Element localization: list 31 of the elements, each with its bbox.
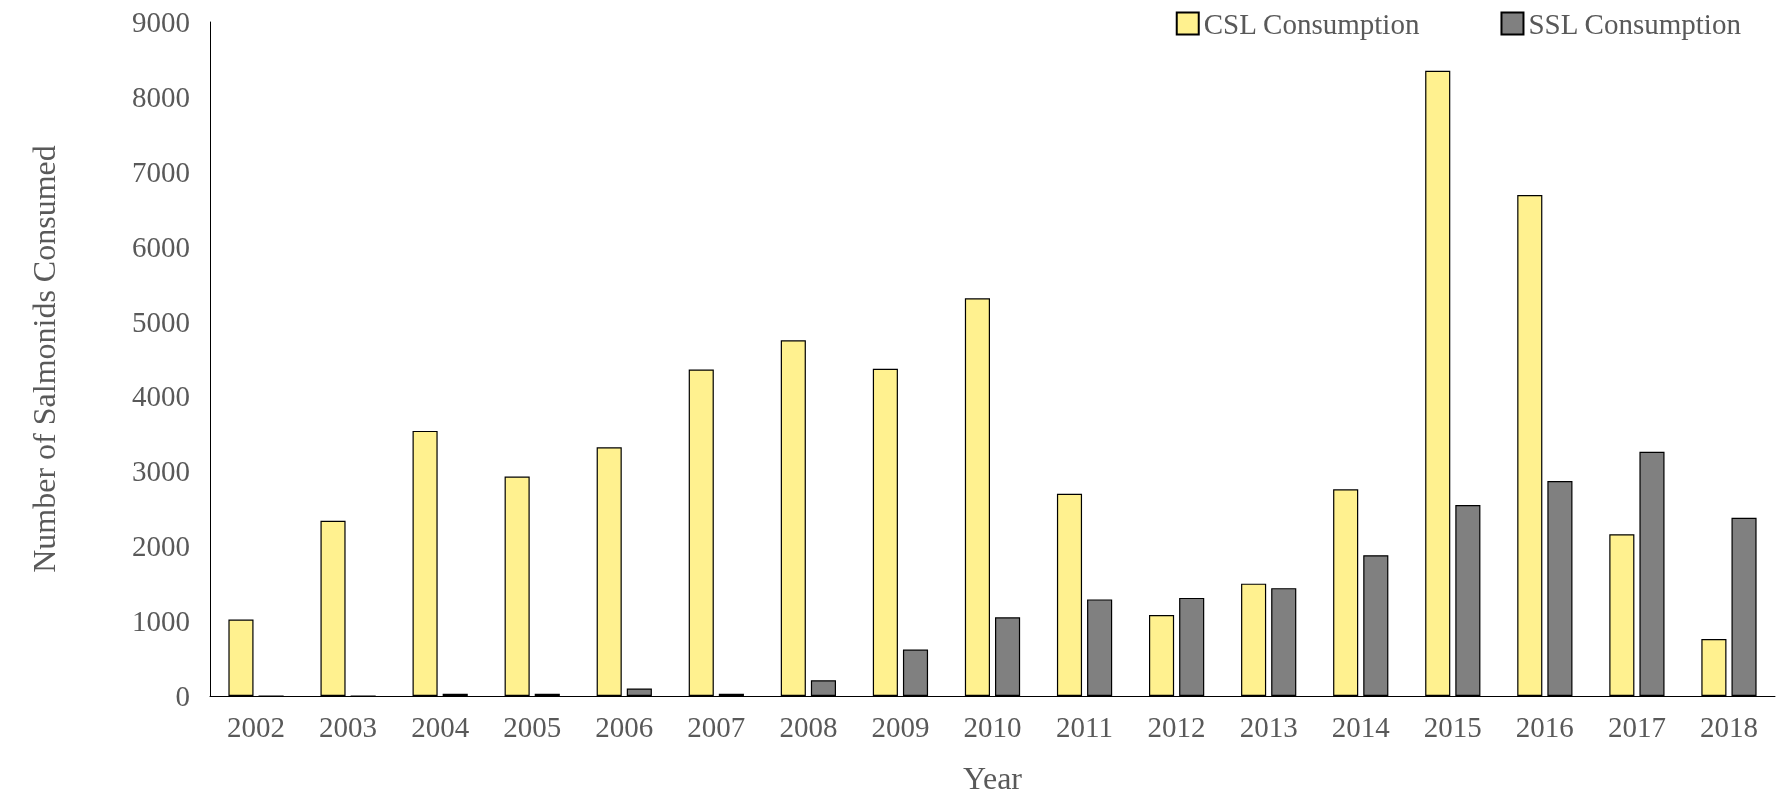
x-tick-label: 2014 xyxy=(1331,710,1391,743)
x-tick-label: 2011 xyxy=(1056,710,1114,743)
x-tick-label: 2002 xyxy=(227,710,286,743)
x-tick-label: 2003 xyxy=(319,710,378,743)
y-tick-label: 8000 xyxy=(132,80,190,113)
y-tick-label: 1000 xyxy=(132,605,190,638)
y-tick-label: 6000 xyxy=(132,230,190,263)
y-tick-label: 2000 xyxy=(132,530,190,563)
x-tick-label: 2008 xyxy=(779,710,838,743)
x-tick-label: 2018 xyxy=(1699,710,1758,743)
x-tick-label: 2013 xyxy=(1239,710,1298,743)
x-tick-label: 2017 xyxy=(1607,710,1666,743)
x-tick-label: 2016 xyxy=(1515,710,1574,743)
x-tick-label: 2012 xyxy=(1147,710,1206,743)
y-tick-label: 5000 xyxy=(132,305,190,338)
x-tick-label: 2009 xyxy=(871,710,930,743)
legend-label: CSL Consumption xyxy=(1203,7,1420,40)
x-axis-title: Year xyxy=(963,760,1023,796)
y-tick-label: 4000 xyxy=(132,380,190,413)
x-tick-label: 2015 xyxy=(1423,710,1482,743)
legend-label: SSL Consumption xyxy=(1528,7,1742,40)
x-tick-label: 2010 xyxy=(963,710,1022,743)
y-tick-label: 9000 xyxy=(132,6,190,38)
y-tick-label: 3000 xyxy=(132,455,190,488)
y-tick-label: 0 xyxy=(175,680,190,712)
y-axis-title: Number of Salmonids Consumed xyxy=(26,145,62,573)
x-tick-label: 2007 xyxy=(687,710,746,743)
x-tick-label: 2006 xyxy=(595,710,654,743)
x-tick-label: 2005 xyxy=(503,710,562,743)
y-tick-label: 7000 xyxy=(132,155,190,188)
x-tick-label: 2004 xyxy=(411,710,470,743)
